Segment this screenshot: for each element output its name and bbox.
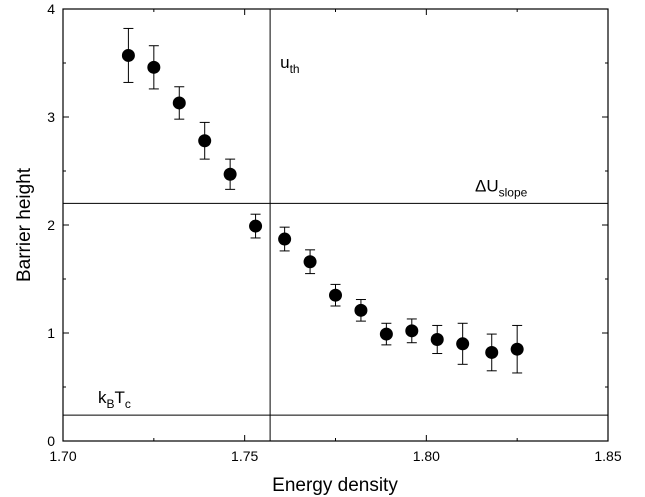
marker (249, 219, 263, 233)
x-tick-label: 1.80 (413, 448, 440, 464)
data-point (379, 322, 393, 346)
data-point (510, 324, 524, 374)
data-points (121, 27, 524, 374)
marker (198, 134, 212, 148)
marker (510, 342, 524, 356)
data-point (329, 283, 342, 307)
kbtc-annotation: kBTc (98, 388, 131, 411)
delta-u-slope-annotation: ΔUslope (475, 176, 528, 199)
y-axis-title: Barrier height (14, 167, 35, 282)
reference-lines (63, 9, 608, 441)
marker (456, 337, 470, 351)
uth-sub: th (290, 62, 300, 76)
kbtc-main2: T (115, 388, 125, 407)
uth-annotation: uth (280, 53, 299, 76)
x-axis-title: Energy density (272, 475, 398, 496)
data-point (430, 324, 444, 355)
data-point (303, 249, 317, 275)
data-point (121, 27, 135, 83)
axis-ticks (62, 8, 609, 442)
y-tick-label: 1 (47, 325, 55, 341)
marker (329, 288, 342, 302)
axis-tick-labels: 1.70 1.75 1.80 1.85 0 1 2 3 4 (47, 1, 622, 464)
marker (172, 96, 186, 110)
delta-u-main: ΔU (475, 176, 499, 195)
data-point (405, 318, 419, 344)
delta-u-sub: slope (499, 185, 528, 199)
data-point (223, 158, 237, 190)
marker (379, 327, 393, 341)
y-tick-label: 4 (47, 1, 55, 17)
x-tick-label: 1.85 (594, 448, 621, 464)
data-point (198, 121, 212, 160)
x-tick-label: 1.70 (49, 448, 76, 464)
marker (121, 48, 135, 62)
uth-main: u (280, 53, 289, 72)
data-point (354, 299, 368, 322)
y-tick-label: 0 (47, 433, 55, 449)
marker (303, 255, 317, 269)
data-point (249, 213, 263, 239)
data-point (147, 45, 161, 90)
data-point (278, 226, 292, 252)
data-point (456, 322, 470, 365)
marker (405, 324, 419, 338)
marker (278, 232, 292, 246)
data-point (172, 86, 186, 120)
data-point (485, 333, 499, 372)
kbtc-sub2: c (125, 397, 131, 411)
plot-frame (62, 8, 609, 442)
y-tick-label: 2 (47, 217, 55, 233)
kbtc-main1: k (98, 388, 107, 407)
marker (223, 167, 237, 181)
x-tick-label: 1.75 (231, 448, 258, 464)
kbtc-sub1: B (107, 397, 115, 411)
marker (430, 332, 444, 346)
marker (485, 345, 499, 359)
marker (354, 303, 368, 317)
y-tick-label: 3 (47, 109, 55, 125)
marker (147, 60, 161, 74)
